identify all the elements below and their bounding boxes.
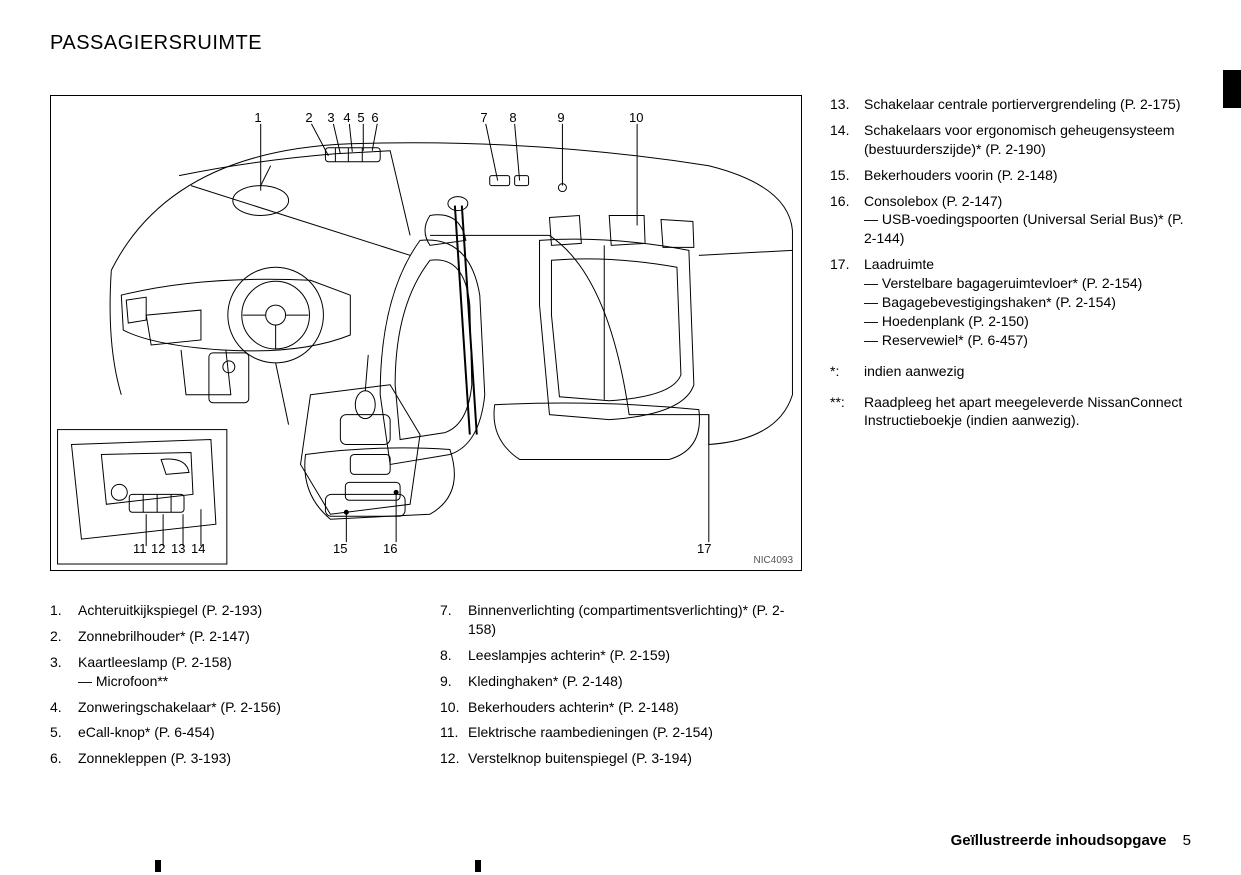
legend-number: 9.: [440, 672, 468, 691]
legend-subline: — Microfoon**: [78, 672, 410, 691]
callout-number: 1: [251, 110, 265, 125]
legend-text: Consolebox (P. 2-147)— USB-voedingspoort…: [864, 192, 1191, 249]
callout-number: 16: [383, 541, 397, 556]
legend-item: 7.Binnenverlichting (compartimentsverlic…: [440, 601, 800, 639]
legend-col-2: 7.Binnenverlichting (compartimentsverlic…: [440, 601, 800, 775]
content-row: 12345678910 11121314151617: [50, 95, 1191, 775]
legend-col-1: 1.Achteruitkijkspiegel (P. 2-193)2.Zonne…: [50, 601, 410, 775]
callout-number: 15: [333, 541, 347, 556]
legend-text: Leeslampjes achterin* (P. 2-159): [468, 646, 800, 665]
legend-text: Bekerhouders voorin (P. 2-148): [864, 166, 1191, 185]
legend-number: 17.: [830, 255, 864, 349]
legend-text: Kaartleeslamp (P. 2-158)— Microfoon**: [78, 653, 410, 691]
legend-text: Zonweringschakelaar* (P. 2-156): [78, 698, 410, 717]
legend-item: 13.Schakelaar centrale portiervergrendel…: [830, 95, 1191, 114]
legend-number: 16.: [830, 192, 864, 249]
callout-number: 10: [629, 110, 643, 125]
legend-item: 6.Zonnekleppen (P. 3-193): [50, 749, 410, 768]
legend-item: 11.Elektrische raambedieningen (P. 2-154…: [440, 723, 800, 742]
legend-text: eCall-knop* (P. 6-454): [78, 723, 410, 742]
callout-number: 9: [554, 110, 568, 125]
legend-item: 17.Laadruimte— Verstelbare bagageruimtev…: [830, 255, 1191, 349]
callout-number: 13: [171, 541, 185, 556]
print-tick: [475, 860, 483, 875]
legend-number: 6.: [50, 749, 78, 768]
legend-subline: — Verstelbare bagageruimtevloer* (P. 2-1…: [864, 274, 1191, 293]
legend-number: 12.: [440, 749, 468, 768]
legend-item: 8.Leeslampjes achterin* (P. 2-159): [440, 646, 800, 665]
legend-text: Bekerhouders achterin* (P. 2-148): [468, 698, 800, 717]
legend-text: Laadruimte— Verstelbare bagageruimtevloe…: [864, 255, 1191, 349]
diagram-box: 12345678910 11121314151617: [50, 95, 802, 571]
legend-number: 1.: [50, 601, 78, 620]
note-row: *:indien aanwezig: [830, 362, 1191, 381]
callout-number: 14: [191, 541, 205, 556]
legend-item: 10.Bekerhouders achterin* (P. 2-148): [440, 698, 800, 717]
callout-number: 8: [506, 110, 520, 125]
legend-text: Zonnebrilhouder* (P. 2-147): [78, 627, 410, 646]
legend-text: Schakelaars voor ergonomisch geheugensys…: [864, 121, 1191, 159]
legend-text: Binnenverlichting (compartimentsverlicht…: [468, 601, 800, 639]
legend-number: 8.: [440, 646, 468, 665]
legend-number: 15.: [830, 166, 864, 185]
legend-item: 2.Zonnebrilhouder* (P. 2-147): [50, 627, 410, 646]
callout-number: 3: [324, 110, 338, 125]
legend-item: 12.Verstelknop buitenspiegel (P. 3-194): [440, 749, 800, 768]
legend-item: 1.Achteruitkijkspiegel (P. 2-193): [50, 601, 410, 620]
footer-label: Geïllustreerde inhoudsopgave: [951, 832, 1167, 849]
legend-text: Zonnekleppen (P. 3-193): [78, 749, 410, 768]
legend-number: 5.: [50, 723, 78, 742]
callout-number: 12: [151, 541, 165, 556]
section-tab: [1223, 70, 1241, 108]
legend-number: 2.: [50, 627, 78, 646]
legend-subline: — Hoedenplank (P. 2-150): [864, 312, 1191, 331]
legend-text: Schakelaar centrale portiervergrendeling…: [864, 95, 1191, 114]
footer-page: 5: [1183, 832, 1191, 849]
legend-item: 5.eCall-knop* (P. 6-454): [50, 723, 410, 742]
interior-diagram: [51, 96, 801, 570]
callout-number: 7: [477, 110, 491, 125]
note-row: **:Raadpleeg het apart meegeleverde Niss…: [830, 393, 1191, 431]
legend-item: 16.Consolebox (P. 2-147)— USB-voedingspo…: [830, 192, 1191, 249]
image-code: NIC4093: [754, 555, 793, 566]
callout-number: 5: [354, 110, 368, 125]
note-mark: **:: [830, 393, 864, 431]
legend-text: Verstelknop buitenspiegel (P. 3-194): [468, 749, 800, 768]
legend-number: 14.: [830, 121, 864, 159]
callout-number: 2: [302, 110, 316, 125]
legend-number: 11.: [440, 723, 468, 742]
legend-number: 13.: [830, 95, 864, 114]
legend-item: 9.Kledinghaken* (P. 2-148): [440, 672, 800, 691]
legend-item: 15.Bekerhouders voorin (P. 2-148): [830, 166, 1191, 185]
page-footer: Geïllustreerde inhoudsopgave 5: [951, 832, 1191, 849]
legend-item: 14.Schakelaars voor ergonomisch geheugen…: [830, 121, 1191, 159]
legend-subline: — USB-voedingspoorten (Universal Serial …: [864, 210, 1191, 248]
callout-number: 6: [368, 110, 382, 125]
note-text: Raadpleeg het apart meegeleverde NissanC…: [864, 393, 1191, 431]
legend-item: 4.Zonweringschakelaar* (P. 2-156): [50, 698, 410, 717]
left-column: 12345678910 11121314151617: [50, 95, 802, 775]
legend-text: Kledinghaken* (P. 2-148): [468, 672, 800, 691]
legend-columns: 1.Achteruitkijkspiegel (P. 2-193)2.Zonne…: [50, 601, 802, 775]
callout-number: 11: [133, 541, 147, 556]
legend-text: Achteruitkijkspiegel (P. 2-193): [78, 601, 410, 620]
legend-number: 4.: [50, 698, 78, 717]
note-text: indien aanwezig: [864, 362, 1191, 381]
page-title: PASSAGIERSRUIMTE: [50, 32, 1191, 55]
right-column: 13.Schakelaar centrale portiervergrendel…: [830, 95, 1191, 775]
legend-text: Elektrische raambedieningen (P. 2-154): [468, 723, 800, 742]
legend-number: 7.: [440, 601, 468, 639]
print-tick: [155, 860, 163, 875]
callout-number: 4: [340, 110, 354, 125]
legend-number: 3.: [50, 653, 78, 691]
legend-number: 10.: [440, 698, 468, 717]
legend-item: 3.Kaartleeslamp (P. 2-158)— Microfoon**: [50, 653, 410, 691]
legend-subline: — Reservewiel* (P. 6-457): [864, 331, 1191, 350]
legend-subline: — Bagagebevestigingshaken* (P. 2-154): [864, 293, 1191, 312]
callout-number: 17: [697, 541, 711, 556]
note-mark: *:: [830, 362, 864, 381]
